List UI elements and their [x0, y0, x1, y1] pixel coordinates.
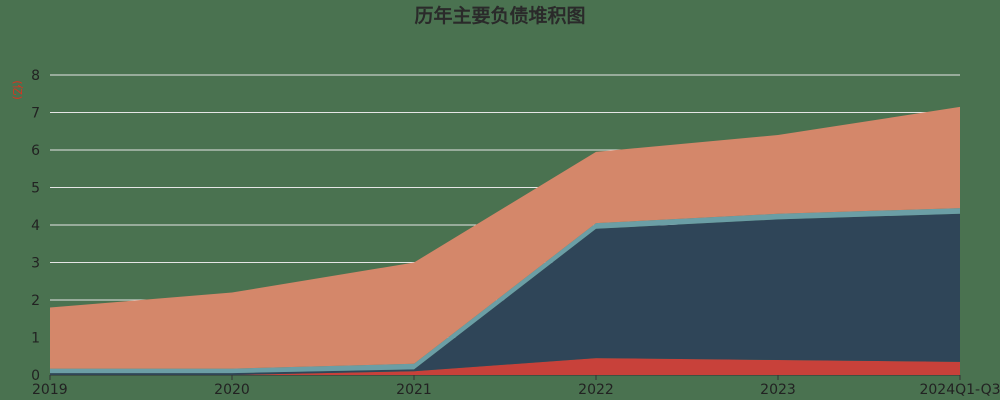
x-tick-label: 2021: [396, 382, 432, 398]
area-series-1: [50, 358, 960, 375]
x-tick-label: 2020: [214, 382, 250, 398]
x-tick-label: 2024Q1-Q3: [919, 382, 1000, 398]
x-tick-label: 2019: [32, 382, 68, 398]
y-tick-label: 4: [31, 218, 40, 234]
y-tick-label: 7: [31, 106, 40, 122]
y-axis: 0 1 2 3 4 5 6 7 8: [31, 68, 40, 384]
y-tick-label: 2: [31, 293, 40, 309]
x-axis: 2019 2020 2021 2022 2023 2024Q1-Q3: [32, 375, 1000, 398]
y-tick-label: 3: [31, 256, 40, 272]
area-series-2: [50, 213, 960, 375]
y-tick-label: 1: [31, 331, 40, 347]
y-tick-label: 0: [31, 368, 40, 384]
area-series-group: [50, 106, 960, 375]
chart-title: 历年主要负债堆积图: [414, 4, 585, 27]
y-tick-label: 8: [31, 68, 40, 84]
y-axis-unit-label: (亿): [11, 80, 24, 100]
x-tick-label: 2022: [578, 382, 614, 398]
y-tick-label: 6: [31, 143, 40, 159]
y-tick-label: 5: [31, 181, 40, 197]
area-series-4: [50, 106, 960, 369]
x-tick-label: 2023: [760, 382, 796, 398]
